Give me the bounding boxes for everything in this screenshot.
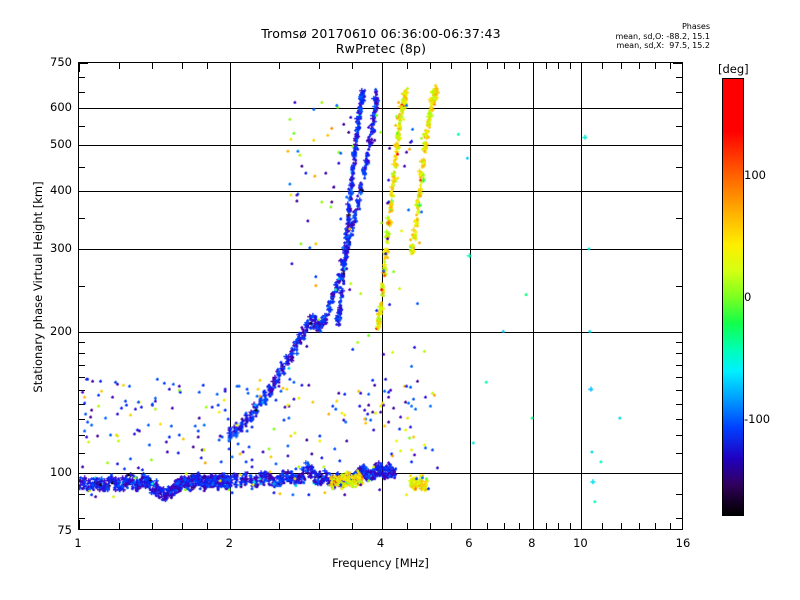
y-tick-label: 500 [50, 137, 72, 152]
x-tick-label: 1 [74, 536, 82, 550]
x-tick-label: 16 [675, 536, 691, 550]
x-tick-label: 2 [225, 536, 233, 550]
phase-stats-heading: Phases [681, 22, 710, 31]
y-tick-label: 400 [50, 182, 72, 197]
phase-stats-o-mode: mean, sd,O: -88.2, 15.1 [615, 31, 710, 41]
colorbar-tick-label: 100 [744, 168, 766, 183]
y-tick-label: 750 [50, 55, 72, 69]
phase-stats-x-mode: mean, sd,X: 97.5, 15.2 [616, 41, 710, 50]
y-tick-label: 100 [50, 464, 72, 479]
phase-stats-annotation: Phases mean, sd,O: -88.2, 15.1 mean, sd,… [560, 22, 710, 51]
plot-subtitle: RwPretec (8p) [335, 41, 427, 56]
x-tick-label: 6 [465, 536, 473, 550]
colorbar-tick-label: -100 [744, 411, 771, 426]
y-tick-label: 75 [57, 523, 72, 537]
y-tick-label: 200 [50, 323, 72, 338]
colorbar-tick-label: 0 [744, 290, 752, 304]
x-axis-title: Frequency [MHz] [332, 556, 429, 570]
y-tick-label: 600 [50, 100, 72, 115]
plot-title-line1: Tromsø 20170610 06:36:00-06:37:43 [261, 26, 501, 41]
colorbar-title: [deg] [718, 62, 749, 76]
x-tick-label: 8 [528, 536, 536, 550]
x-tick-label: 10 [573, 536, 588, 550]
colorbar [722, 78, 744, 516]
colorbar-gradient [722, 78, 744, 516]
y-tick-label: 300 [50, 241, 72, 256]
plot-title: Tromsø 20170610 06:36:00-06:37:43 RwPret… [78, 26, 684, 56]
x-tick-label: 4 [376, 536, 385, 550]
